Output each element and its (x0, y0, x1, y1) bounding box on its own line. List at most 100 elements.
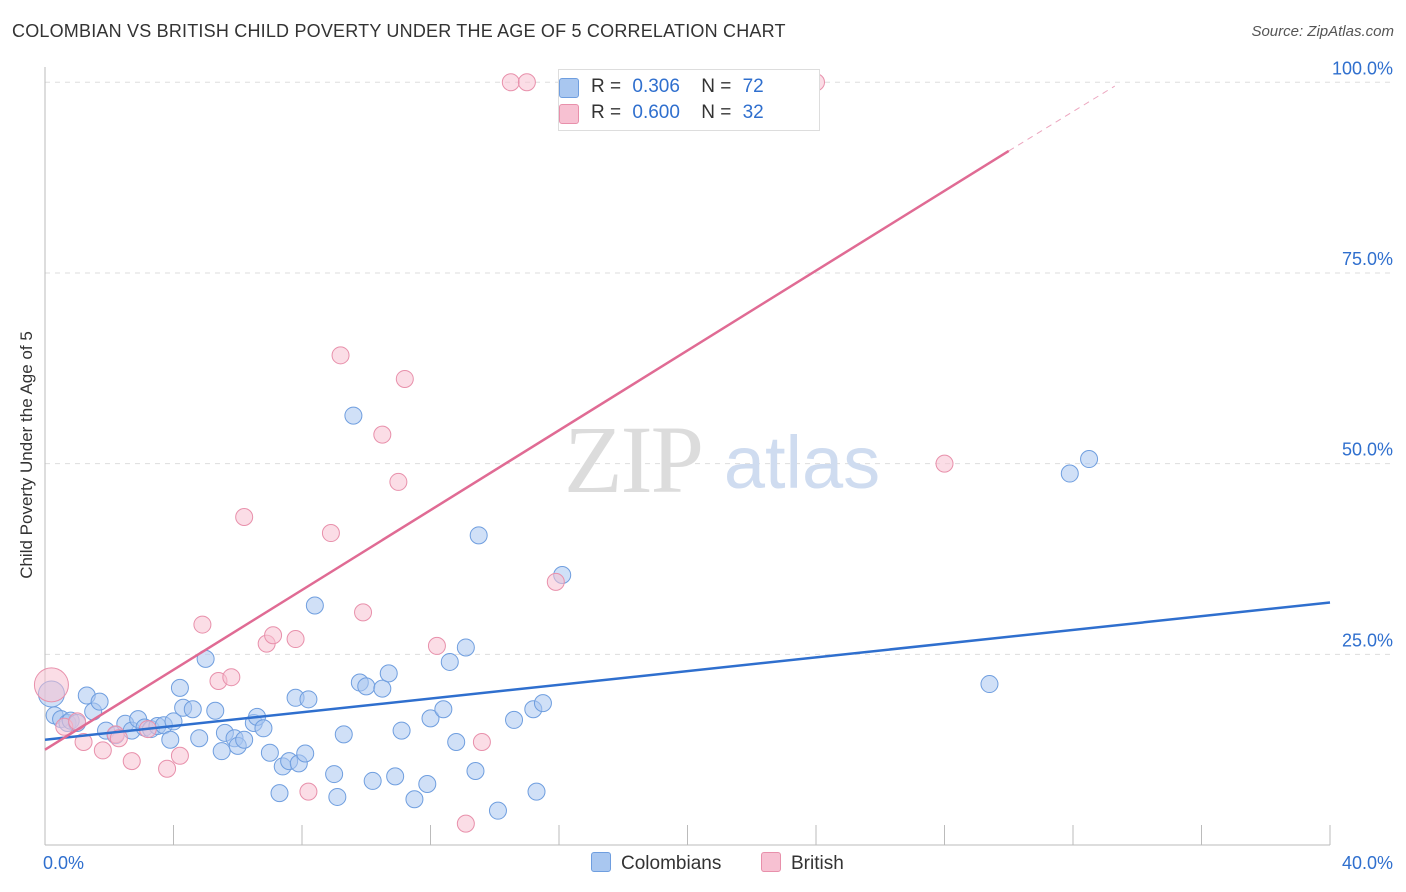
british-point (472, 733, 491, 752)
colombians-point (344, 406, 363, 425)
colombians-point (1060, 464, 1079, 483)
british-point (235, 508, 254, 527)
british-point (517, 73, 536, 92)
colombians-point (190, 729, 209, 748)
colombians-point (421, 709, 440, 728)
trend-lines (44, 85, 1331, 751)
british-point (286, 630, 305, 649)
x-tick-label-min: 0.0% (43, 853, 84, 873)
correlation-legend: R = 0.306 N = 72 R = 0.600 N = 32 (558, 69, 820, 131)
axes (44, 67, 1331, 846)
british-n-label: N = (701, 102, 732, 123)
colombians-point (235, 730, 254, 749)
colombians-point (434, 700, 453, 719)
colombians-point (488, 801, 507, 820)
y-tick-label-100: 100.0% (1332, 58, 1393, 78)
colombians-point (469, 526, 488, 545)
bottom-colombians-label: Colombians (621, 853, 722, 874)
british-point (321, 524, 340, 543)
y-tick-label-75: 75.0% (1342, 249, 1393, 269)
colombians-point (254, 719, 273, 738)
british-point (193, 615, 212, 634)
colombians-point (440, 652, 459, 671)
colombians-swatch (559, 78, 579, 98)
colombians-point (170, 678, 189, 697)
bottom-british-label: British (791, 853, 844, 874)
colombians-point (373, 679, 392, 698)
colombians-point (418, 774, 437, 793)
colombians-point (325, 765, 344, 784)
colombians-n-label: N = (701, 76, 732, 97)
colombians-point (505, 710, 524, 729)
colombians-point (1080, 450, 1099, 469)
colombians-point (392, 721, 411, 740)
colombians-point (183, 700, 202, 719)
colombians-point (212, 742, 231, 761)
colombians-point (456, 638, 475, 657)
colombians-r-label: R = (591, 76, 622, 97)
colombians-point (90, 692, 109, 711)
colombians-r-value: 0.306 (632, 76, 680, 97)
colombians-point (305, 596, 324, 615)
colombians-point (466, 762, 485, 781)
british-point (501, 73, 520, 92)
colombians-trend-line (44, 601, 1331, 741)
watermark: ZIP atlas (564, 406, 880, 513)
colombians-point (379, 664, 398, 683)
british-point (935, 454, 954, 473)
british-r-label: R = (591, 102, 622, 123)
british-trend-line (44, 149, 1010, 751)
colombians-point (447, 733, 466, 752)
bottom-legend-british: British (761, 852, 844, 875)
colombians-point (260, 743, 279, 762)
colombians-point (334, 725, 353, 744)
british-point (299, 782, 318, 801)
colombians-point (980, 675, 999, 694)
tick-labels: 25.0% 50.0% 75.0% 100.0% 0.0% 40.0% (43, 58, 1393, 873)
british-point (158, 759, 177, 778)
british-point (33, 667, 69, 703)
british-point (264, 626, 283, 645)
british-point (546, 572, 565, 591)
colombians-point (363, 771, 382, 790)
colombians-point (296, 744, 315, 763)
gridlines (45, 81, 1392, 655)
colombians-point (533, 694, 552, 713)
watermark-zip: ZIP (564, 406, 702, 513)
british-point (331, 346, 350, 365)
british-point (74, 733, 93, 752)
y-tick-label-25: 25.0% (1342, 630, 1393, 650)
x-tick-label-max: 40.0% (1342, 853, 1393, 873)
british-point (93, 741, 112, 760)
british-point (456, 814, 475, 833)
colombians-point (161, 730, 180, 749)
legend-row-british: R = 0.600 N = 32 (559, 102, 764, 124)
british-r-value: 0.600 (632, 102, 680, 123)
source-label: Source: ZipAtlas.com (1251, 23, 1394, 40)
colombians-point (299, 690, 318, 709)
british-point (373, 425, 392, 444)
bottom-british-swatch (761, 852, 781, 872)
colombians-n-value: 72 (742, 76, 764, 97)
legend-row-colombians: R = 0.306 N = 72 (559, 76, 764, 98)
british-point (122, 752, 141, 771)
chart-title: COLOMBIAN VS BRITISH CHILD POVERTY UNDER… (12, 21, 786, 41)
british-swatch (559, 104, 579, 124)
british-point (427, 636, 446, 655)
bottom-legend-colombians: Colombians (591, 852, 721, 875)
watermark-atlas: atlas (724, 421, 880, 504)
colombians-point (386, 767, 405, 786)
colombians-point (270, 784, 289, 803)
colombians-point (405, 790, 424, 809)
british-point (395, 369, 414, 388)
british-point (222, 668, 241, 687)
british-point (354, 603, 373, 622)
british-point (170, 746, 189, 765)
colombians-point (527, 782, 546, 801)
y-tick-label-50: 50.0% (1342, 440, 1393, 460)
british-point (109, 729, 128, 748)
british-trend-extension (1008, 85, 1116, 152)
british-point (389, 472, 408, 491)
colombians-point (328, 787, 347, 806)
